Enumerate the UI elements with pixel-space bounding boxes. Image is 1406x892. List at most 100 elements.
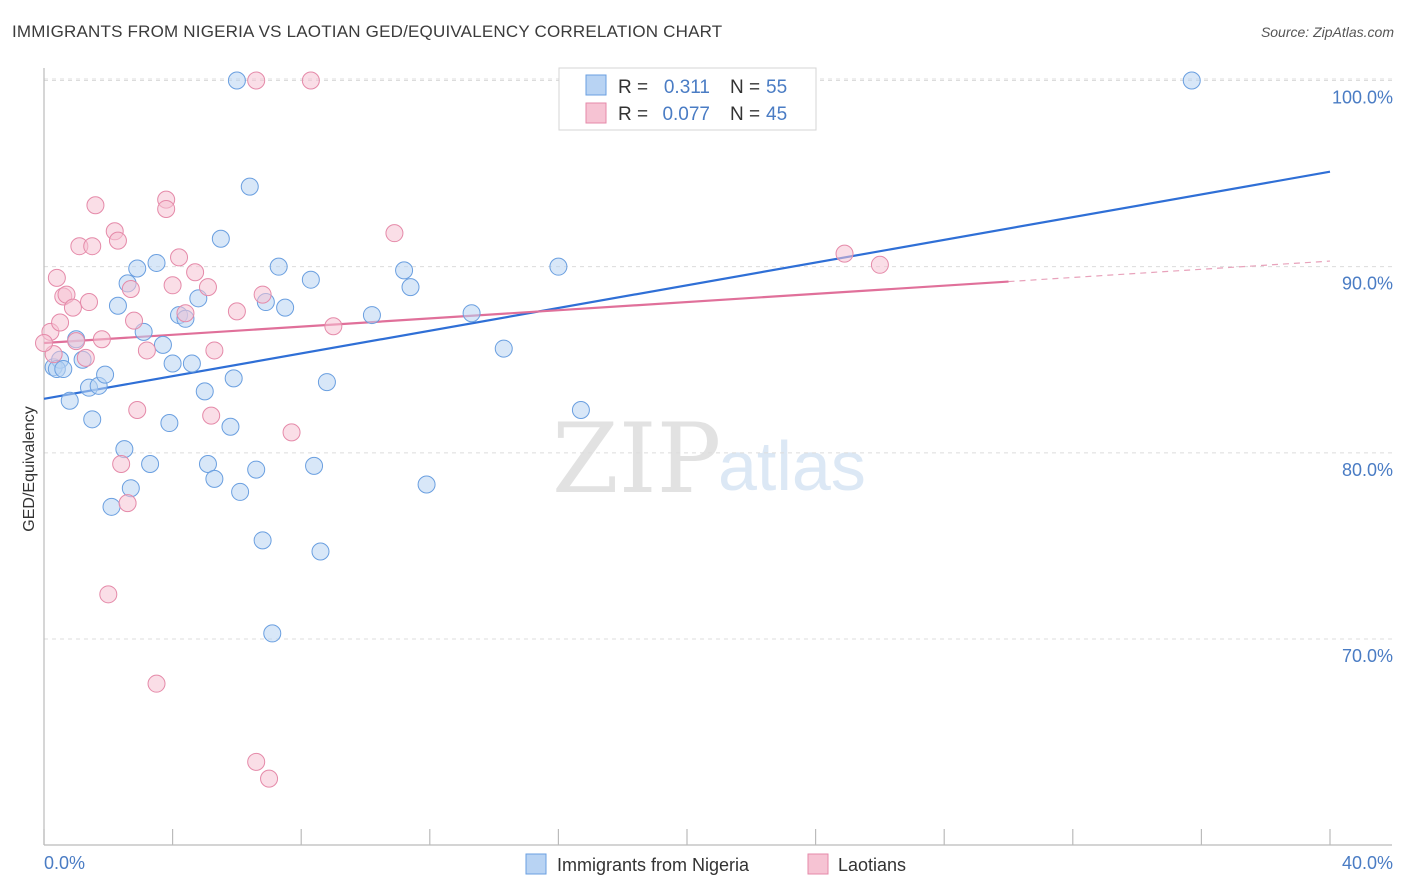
point-nigeria [224,369,243,388]
point-laotians [80,293,99,312]
point-nigeria [195,382,214,401]
bottom-legend-swatch-laotians [807,853,829,875]
y-tick-label: 100.0% [1332,88,1393,108]
axes: 0.0% 40.0% [43,68,1393,873]
point-nigeria [198,455,217,474]
bottom-legend-label-nigeria: Immigrants from Nigeria [557,855,750,875]
point-laotians [385,224,404,243]
point-nigeria [205,469,224,488]
x-tick-label-max: 40.0% [1342,853,1393,873]
point-laotians [870,255,889,274]
point-nigeria [401,278,420,297]
legend-n-label-laotians: N = [730,104,760,125]
point-nigeria [211,229,230,248]
point-laotians [282,423,301,442]
bottom-legend-swatch-nigeria [525,853,547,875]
point-laotians [301,71,320,90]
point-laotians [63,298,82,317]
point-laotians [76,348,95,367]
point-laotians [205,341,224,360]
point-laotians [99,585,118,604]
y-tick-label: 70.0% [1342,646,1393,666]
trend-lines [43,170,1331,400]
point-nigeria [102,497,121,516]
point-nigeria [153,335,172,354]
y-tick-label: 80.0% [1342,460,1393,480]
point-laotians [137,341,156,360]
chart-title: IMMIGRANTS FROM NIGERIA VS LAOTIAN GED/E… [12,22,723,41]
point-laotians [128,401,147,420]
point-nigeria [253,531,272,550]
point-laotians [247,71,266,90]
x-tick-label-min: 0.0% [44,853,85,873]
legend-r-label-laotians: R = [618,104,648,125]
point-nigeria [395,261,414,280]
point-nigeria [549,257,568,276]
point-nigeria [571,401,590,420]
point-laotians [186,263,205,282]
point-laotians [324,317,343,336]
legend-n-label-nigeria: N = [730,77,760,98]
legend-swatch-nigeria [585,74,607,96]
point-laotians [202,406,221,425]
point-nigeria [163,354,182,373]
point-nigeria [362,306,381,325]
point-laotians [176,304,195,323]
point-nigeria [1182,71,1201,90]
point-laotians [147,674,166,693]
point-laotians [163,276,182,295]
y-axis-label: GED/Equivalency [21,406,38,531]
point-nigeria [96,365,115,384]
point-laotians [121,280,140,299]
point-laotians [247,752,266,771]
legend-r-value-nigeria: 0.311 [664,77,710,98]
point-nigeria [311,542,330,561]
point-nigeria [276,298,295,317]
source-label: Source: ZipAtlas.com [1260,24,1394,40]
point-nigeria [305,456,324,475]
legend-n-value-laotians: 45 [766,104,787,125]
point-laotians [125,311,144,330]
point-laotians [835,244,854,263]
point-nigeria [462,304,481,323]
point-nigeria [247,460,266,479]
point-nigeria [227,71,246,90]
point-laotians [67,332,86,351]
legend-r-value-laotians: 0.077 [662,104,710,125]
gridlines: 70.0% 80.0% 90.0% 100.0% [44,78,1393,666]
point-laotians [118,494,137,513]
legend-r-label-nigeria: R = [618,77,648,98]
point-nigeria [182,354,201,373]
point-nigeria [54,360,73,379]
point-laotians [157,199,176,218]
point-laotians [92,330,111,349]
point-nigeria [160,414,179,433]
point-nigeria [231,482,250,501]
y-tick-label: 90.0% [1342,274,1393,294]
watermark-zip: ZIP [552,403,721,515]
point-nigeria [221,417,240,436]
trend-line-laotians-extension [1008,260,1331,283]
point-nigeria [263,624,282,643]
point-nigeria [141,455,160,474]
bottom-legend: Immigrants from Nigeria Laotians [525,853,906,875]
trend-line-nigeria [43,170,1331,400]
point-nigeria [301,270,320,289]
point-laotians [47,268,66,287]
point-nigeria [240,177,259,196]
watermark-atlas: atlas [718,427,866,505]
point-nigeria [269,257,288,276]
point-nigeria [417,475,436,494]
point-nigeria [108,296,127,315]
point-nigeria [128,259,147,278]
point-laotians [253,285,272,304]
point-laotians [35,333,53,352]
point-nigeria [147,253,166,272]
legend-n-value-nigeria: 55 [766,77,787,98]
point-laotians [170,248,189,267]
point-laotians [86,196,105,215]
point-laotians [260,769,279,788]
point-laotians [112,455,131,474]
point-nigeria [115,440,134,459]
